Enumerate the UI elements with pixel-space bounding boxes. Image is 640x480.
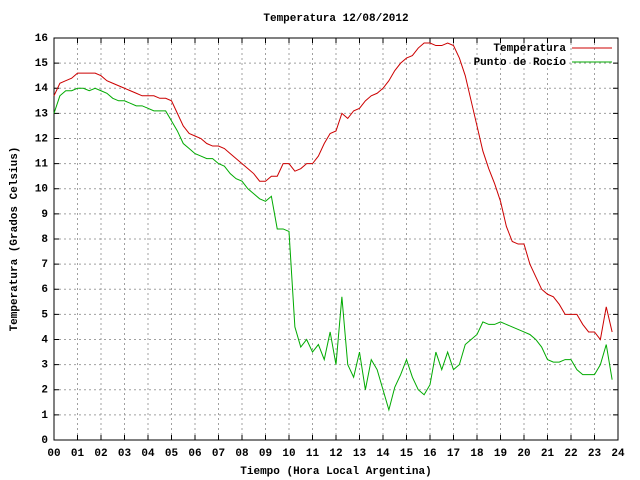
x-tick-label: 11 — [306, 448, 320, 460]
x-tick-label: 08 — [235, 448, 249, 460]
x-tick-label: 20 — [517, 448, 530, 460]
x-tick-label: 03 — [118, 448, 132, 460]
x-tick-label: 19 — [494, 448, 507, 460]
y-tick-label: 1 — [41, 410, 48, 422]
y-tick-label: 0 — [41, 435, 48, 447]
y-tick-label: 14 — [35, 83, 49, 95]
y-tick-label: 13 — [35, 108, 49, 120]
legend-label: Temperatura — [493, 43, 566, 55]
y-axis-label: Temperatura (Grados Celsius) — [9, 147, 21, 332]
x-tick-label: 23 — [588, 448, 602, 460]
x-tick-label: 13 — [353, 448, 367, 460]
legend-label: Punto de Rocío — [474, 57, 567, 69]
plot-border — [53, 37, 619, 441]
y-tick-label: 15 — [35, 58, 49, 70]
x-tick-label: 16 — [423, 448, 436, 460]
y-tick-label: 12 — [35, 133, 48, 145]
x-tick-label: 05 — [165, 448, 179, 460]
x-tick-label: 09 — [259, 448, 272, 460]
x-tick-label: 21 — [541, 448, 555, 460]
x-tick-label: 12 — [329, 448, 342, 460]
y-tick-label: 16 — [35, 33, 48, 45]
x-tick-label: 07 — [212, 448, 225, 460]
y-tick-label: 3 — [41, 360, 48, 372]
y-tick-label: 7 — [41, 259, 48, 271]
chart-title: Temperatura 12/08/2012 — [263, 13, 408, 25]
data-line — [53, 87, 613, 412]
x-tick-label: 06 — [188, 448, 201, 460]
y-tick-label: 9 — [41, 209, 48, 221]
y-tick-label: 11 — [35, 159, 49, 171]
y-tick-label: 6 — [41, 284, 48, 296]
y-tick-label: 8 — [41, 234, 48, 246]
x-tick-label: 00 — [47, 448, 60, 460]
x-tick-label: 14 — [376, 448, 390, 460]
y-tick-label: 10 — [35, 184, 48, 196]
y-tick-label: 5 — [41, 309, 48, 321]
x-tick-label: 01 — [71, 448, 85, 460]
x-tick-label: 22 — [564, 448, 577, 460]
x-tick-label: 24 — [611, 448, 625, 460]
x-axis-label: Tiempo (Hora Local Argentina) — [240, 466, 431, 478]
x-tick-label: 02 — [94, 448, 107, 460]
data-line — [53, 42, 613, 341]
x-tick-label: 18 — [470, 448, 484, 460]
x-tick-label: 17 — [447, 448, 460, 460]
x-tick-label: 15 — [400, 448, 414, 460]
y-tick-label: 2 — [41, 385, 48, 397]
x-tick-label: 04 — [141, 448, 155, 460]
y-tick-label: 4 — [41, 334, 48, 346]
x-tick-label: 10 — [282, 448, 295, 460]
